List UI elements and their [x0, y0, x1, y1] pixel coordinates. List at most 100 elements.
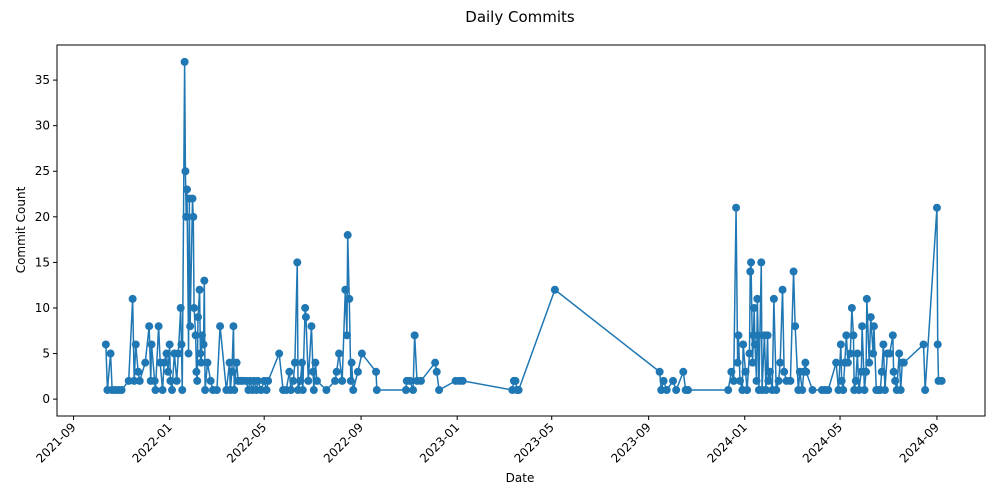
- data-point: [937, 376, 946, 385]
- data-point: [879, 340, 888, 349]
- data-point: [401, 386, 410, 395]
- y-axis-label: Commit Count: [14, 186, 28, 273]
- data-point: [311, 358, 320, 367]
- data-point: [888, 331, 897, 340]
- data-point: [672, 386, 681, 395]
- data-point: [322, 386, 331, 395]
- data-point: [182, 212, 191, 221]
- data-point: [230, 386, 239, 395]
- data-point: [750, 303, 759, 312]
- data-point: [662, 386, 671, 395]
- data-point: [293, 258, 302, 267]
- data-point: [200, 276, 209, 285]
- x-tick-label: 2022-09: [321, 420, 366, 465]
- data-point: [752, 376, 761, 385]
- data-point: [511, 376, 520, 385]
- data-point: [896, 386, 905, 395]
- data-point: [180, 57, 189, 66]
- data-point: [869, 349, 878, 358]
- data-point: [117, 386, 126, 395]
- data-point: [225, 358, 234, 367]
- data-point: [309, 367, 318, 376]
- x-tick-label: 2024-01: [704, 420, 749, 465]
- y-tick-label: 35: [35, 73, 50, 87]
- y-tick-label: 0: [42, 392, 50, 406]
- data-point: [193, 376, 202, 385]
- data-point: [197, 331, 206, 340]
- data-point: [194, 313, 203, 322]
- data-point: [846, 349, 855, 358]
- data-point: [162, 349, 171, 358]
- data-point: [734, 331, 743, 340]
- data-point: [190, 303, 199, 312]
- data-point: [847, 303, 856, 312]
- data-point: [353, 367, 362, 376]
- data-point: [851, 376, 860, 385]
- data-point: [798, 386, 807, 395]
- data-point: [331, 376, 340, 385]
- data-point: [196, 349, 205, 358]
- data-point: [262, 386, 271, 395]
- x-tick-label: 2023-09: [608, 420, 653, 465]
- data-point: [168, 386, 177, 395]
- data-point: [853, 349, 862, 358]
- data-point: [832, 358, 841, 367]
- plot-frame: [56, 44, 986, 417]
- data-point: [154, 322, 163, 331]
- data-point: [130, 376, 139, 385]
- data-point: [889, 367, 898, 376]
- data-point: [772, 386, 781, 395]
- data-point: [158, 386, 167, 395]
- data-point: [182, 185, 191, 194]
- data-point: [141, 358, 150, 367]
- data-point: [865, 358, 874, 367]
- data-point: [372, 386, 381, 395]
- data-point: [212, 386, 221, 395]
- data-point: [197, 358, 206, 367]
- data-point: [257, 386, 266, 395]
- data-point: [808, 386, 817, 395]
- data-point: [307, 322, 316, 331]
- data-point: [160, 358, 169, 367]
- data-point: [345, 294, 354, 303]
- data-point: [746, 267, 755, 276]
- data-point: [858, 322, 867, 331]
- data-point: [849, 331, 858, 340]
- data-point: [932, 203, 941, 212]
- data-point: [357, 349, 366, 358]
- data-point: [754, 331, 763, 340]
- data-point: [172, 376, 181, 385]
- data-point: [750, 340, 759, 349]
- data-point: [842, 331, 851, 340]
- data-point: [338, 376, 347, 385]
- data-point: [854, 386, 863, 395]
- data-point: [174, 349, 183, 358]
- data-point: [203, 358, 212, 367]
- data-point: [763, 331, 772, 340]
- data-point: [743, 386, 752, 395]
- data-point: [745, 349, 754, 358]
- data-point: [332, 367, 341, 376]
- data-point: [655, 367, 664, 376]
- data-point: [866, 313, 875, 322]
- data-point: [164, 367, 173, 376]
- data-point: [184, 349, 193, 358]
- data-point: [877, 367, 886, 376]
- data-point: [312, 376, 321, 385]
- data-point: [335, 349, 344, 358]
- data-point: [732, 203, 741, 212]
- data-point: [669, 376, 678, 385]
- data-point: [346, 376, 355, 385]
- data-point: [431, 358, 440, 367]
- data-point: [550, 285, 559, 294]
- data-point: [933, 340, 942, 349]
- data-point: [134, 367, 143, 376]
- data-point: [733, 358, 742, 367]
- x-tick-label: 2021-09: [33, 420, 78, 465]
- data-point: [285, 367, 294, 376]
- data-point: [286, 386, 295, 395]
- data-point: [347, 358, 356, 367]
- data-point: [757, 258, 766, 267]
- data-point: [862, 367, 871, 376]
- data-point: [177, 340, 186, 349]
